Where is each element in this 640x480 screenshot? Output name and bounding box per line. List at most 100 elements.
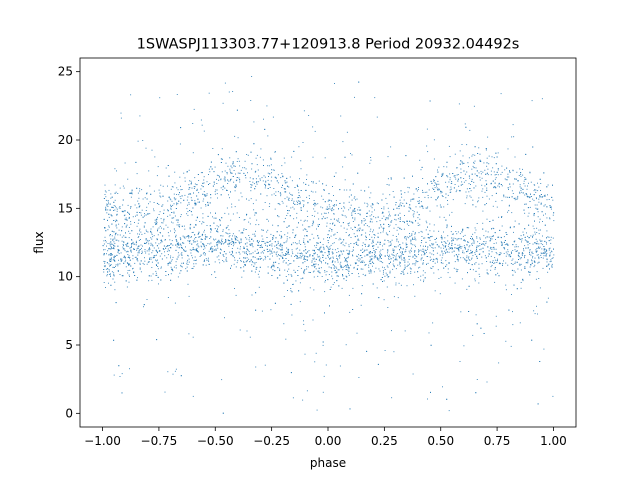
data-point [209,225,211,227]
data-point [191,182,192,184]
data-point [370,228,372,230]
data-point [156,175,158,177]
data-point [486,236,488,238]
data-point [137,252,139,254]
data-point [156,218,158,220]
data-point [276,251,278,253]
data-point [486,172,488,174]
data-point [494,174,496,176]
data-point [410,198,412,200]
data-point [139,262,141,264]
data-point [447,200,448,201]
data-point [472,334,474,336]
data-point [148,170,150,172]
data-point [175,208,177,209]
data-point [259,240,260,242]
data-point [476,323,478,325]
data-point [256,253,258,254]
data-point [187,235,189,237]
data-point [195,248,197,250]
data-point [107,200,109,202]
data-point [537,254,539,256]
data-point [114,260,116,262]
data-point [420,169,422,171]
data-point [342,222,344,224]
data-point [484,169,486,171]
data-point [382,281,383,282]
data-point [278,248,280,250]
data-point [142,262,144,264]
data-point [285,276,287,277]
data-point [394,276,396,278]
data-point [393,196,395,198]
data-point [249,177,251,179]
data-point [474,232,476,234]
data-point [535,243,537,245]
data-point [300,168,302,170]
data-point [120,260,122,262]
data-point [222,229,224,231]
data-point [508,176,510,178]
data-point [462,250,464,252]
data-point [150,258,152,260]
data-point [304,261,306,263]
data-point [303,320,304,322]
data-point [536,271,538,273]
data-point [524,194,526,196]
data-point [267,229,269,231]
data-point [501,217,502,218]
data-point [338,269,340,271]
data-point [117,193,119,194]
data-point [363,224,365,226]
data-point [255,157,257,159]
data-point [354,196,356,198]
data-point [548,249,550,251]
data-point [198,231,200,233]
data-point [408,187,410,189]
data-point [181,262,183,264]
data-point [519,168,521,170]
data-point [240,169,242,171]
data-point [242,251,244,253]
data-point [433,230,435,232]
data-point [387,207,389,209]
data-point [345,269,347,270]
data-point [551,266,553,268]
data-point [116,254,118,256]
data-point [472,255,474,257]
data-point [454,153,456,155]
data-point [221,241,223,243]
data-point [474,154,476,156]
data-point [153,235,155,237]
data-point [112,247,114,249]
data-point [115,219,117,221]
data-point [318,271,320,273]
data-point [146,299,148,300]
data-point [216,178,217,180]
data-point [535,249,537,251]
data-point [195,204,197,206]
data-point [552,184,553,186]
data-point [501,165,503,167]
data-point [258,181,260,183]
data-point [325,212,327,214]
data-point [235,151,237,153]
data-point [530,264,532,266]
data-point [278,216,280,218]
data-point [286,253,288,255]
data-point [104,266,106,268]
data-point [410,208,412,210]
data-point [527,244,529,246]
data-point [264,202,266,203]
data-point [136,279,138,281]
data-point [464,259,466,261]
data-point [479,237,481,239]
data-point [469,253,471,254]
data-point [381,212,383,214]
data-point [132,242,134,244]
data-point [447,272,449,274]
data-point [402,252,403,254]
data-point [283,296,285,297]
data-point [441,238,443,240]
data-point [206,225,208,226]
